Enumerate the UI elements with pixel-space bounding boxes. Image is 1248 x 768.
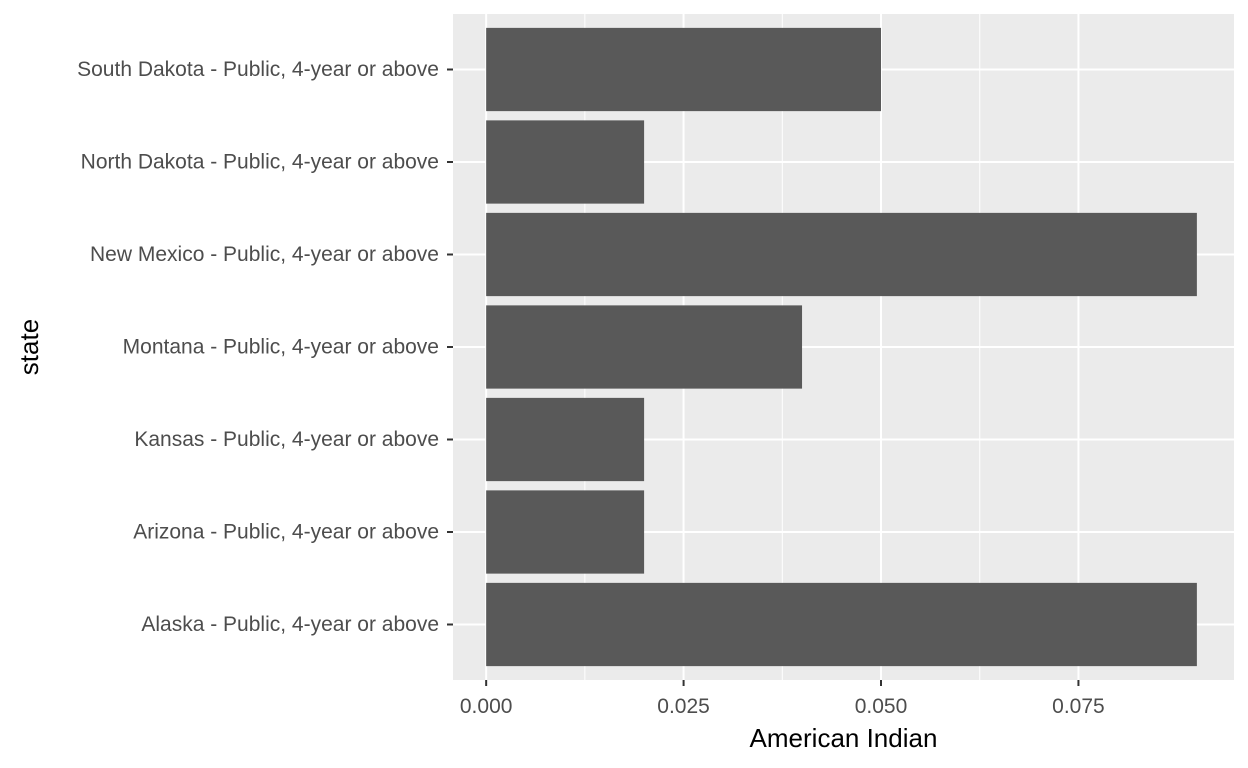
bar xyxy=(486,582,1197,667)
x-axis: 0.000 0.025 0.050 0.075 xyxy=(460,680,1105,718)
y-tick-label: New Mexico - Public, 4-year or above xyxy=(90,243,439,266)
y-tick-label: Kansas - Public, 4-year or above xyxy=(134,428,439,451)
bar xyxy=(486,212,1197,297)
y-tick-label: North Dakota - Public, 4-year or above xyxy=(81,151,439,174)
x-axis-title: American Indian xyxy=(750,723,938,753)
bar xyxy=(486,397,645,482)
bars xyxy=(486,27,1197,667)
y-axis: Alaska - Public, 4-year or above Arizona … xyxy=(77,58,453,636)
y-axis-title: state xyxy=(14,319,44,375)
y-tick-label: Alaska - Public, 4-year or above xyxy=(141,613,439,636)
x-tick-label: 0.025 xyxy=(657,695,710,718)
x-tick-label: 0.050 xyxy=(855,695,908,718)
bar xyxy=(486,27,882,112)
bar xyxy=(486,120,645,204)
bar xyxy=(486,305,803,389)
x-tick-label: 0.000 xyxy=(460,695,513,718)
y-tick-label: Arizona - Public, 4-year or above xyxy=(133,521,439,544)
y-tick-label: South Dakota - Public, 4-year or above xyxy=(77,58,439,81)
bar xyxy=(486,490,645,574)
y-tick-label: Montana - Public, 4-year or above xyxy=(123,336,439,359)
x-tick-label: 0.075 xyxy=(1052,695,1105,718)
